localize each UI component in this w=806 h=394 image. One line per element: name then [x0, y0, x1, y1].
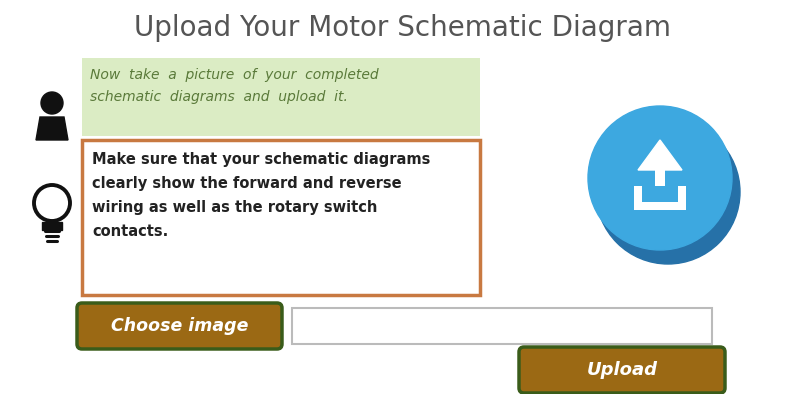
FancyBboxPatch shape — [42, 222, 62, 230]
Circle shape — [41, 92, 63, 114]
Text: Upload: Upload — [587, 361, 658, 379]
FancyBboxPatch shape — [82, 140, 480, 295]
FancyBboxPatch shape — [519, 347, 725, 393]
Circle shape — [596, 120, 740, 264]
Text: Choose image: Choose image — [110, 317, 248, 335]
FancyBboxPatch shape — [77, 303, 282, 349]
Text: Now  take  a  picture  of  your  completed
schematic  diagrams  and  upload  it.: Now take a picture of your completed sch… — [90, 68, 379, 104]
FancyBboxPatch shape — [634, 186, 686, 210]
FancyBboxPatch shape — [655, 148, 665, 186]
FancyBboxPatch shape — [82, 58, 480, 136]
Polygon shape — [36, 117, 68, 140]
Circle shape — [588, 106, 732, 250]
FancyBboxPatch shape — [642, 186, 678, 202]
Text: Make sure that your schematic diagrams
clearly show the forward and reverse
wiri: Make sure that your schematic diagrams c… — [92, 152, 430, 239]
FancyBboxPatch shape — [292, 308, 712, 344]
Text: Upload Your Motor Schematic Diagram: Upload Your Motor Schematic Diagram — [135, 14, 671, 42]
Polygon shape — [638, 140, 682, 170]
